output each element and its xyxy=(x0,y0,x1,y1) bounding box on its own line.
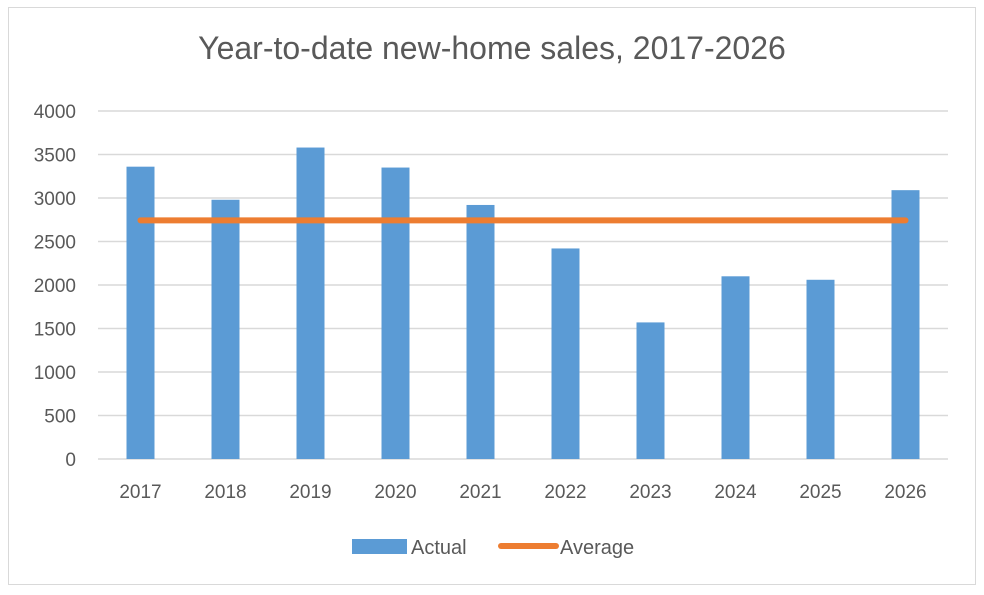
bar-2019 xyxy=(296,147,325,460)
chart-title: Year-to-date new-home sales, 2017-2026 xyxy=(198,30,786,66)
bar-2017 xyxy=(126,166,155,459)
bar-2018 xyxy=(211,199,240,460)
y-axis-ticks: 0 500 1000 1500 2000 2500 3000 3500 4000 xyxy=(34,102,76,471)
y-tick-label: 500 xyxy=(44,407,76,428)
y-tick-label: 1500 xyxy=(34,320,76,341)
y-tick-label: 3500 xyxy=(34,146,76,167)
gridlines xyxy=(98,110,948,460)
x-tick-label: 2019 xyxy=(289,482,331,503)
x-tick-label: 2020 xyxy=(374,482,416,503)
y-tick-label: 0 xyxy=(65,450,76,471)
x-tick-label: 2024 xyxy=(714,482,757,503)
bar-2022 xyxy=(551,248,580,459)
bar-2025 xyxy=(806,279,835,459)
y-tick-label: 2500 xyxy=(34,233,76,254)
legend-actual-label: Actual xyxy=(411,537,467,559)
legend-actual-swatch xyxy=(352,539,407,554)
y-tick-label: 3000 xyxy=(34,189,76,210)
bar-2023 xyxy=(636,322,665,459)
x-tick-label: 2021 xyxy=(459,482,501,503)
x-tick-label: 2022 xyxy=(544,482,586,503)
bar-2021 xyxy=(466,204,495,459)
y-tick-label: 1000 xyxy=(34,363,76,384)
x-tick-label: 2017 xyxy=(119,482,161,503)
x-tick-label: 2025 xyxy=(799,482,841,503)
x-tick-label: 2018 xyxy=(204,482,246,503)
bar-2024 xyxy=(721,276,750,459)
x-tick-label: 2023 xyxy=(629,482,671,503)
y-tick-label: 2000 xyxy=(34,276,76,297)
x-axis-ticks: 2017 2018 2019 2020 2021 2022 2023 2024 2025 2026 xyxy=(119,482,926,503)
legend: Actual Average xyxy=(352,537,634,559)
bar-2020 xyxy=(381,167,410,460)
x-tick-label: 2026 xyxy=(884,482,926,503)
y-tick-label: 4000 xyxy=(34,102,76,123)
bar-series xyxy=(126,147,920,460)
bar-2026 xyxy=(891,190,920,460)
legend-average-label: Average xyxy=(560,537,634,559)
